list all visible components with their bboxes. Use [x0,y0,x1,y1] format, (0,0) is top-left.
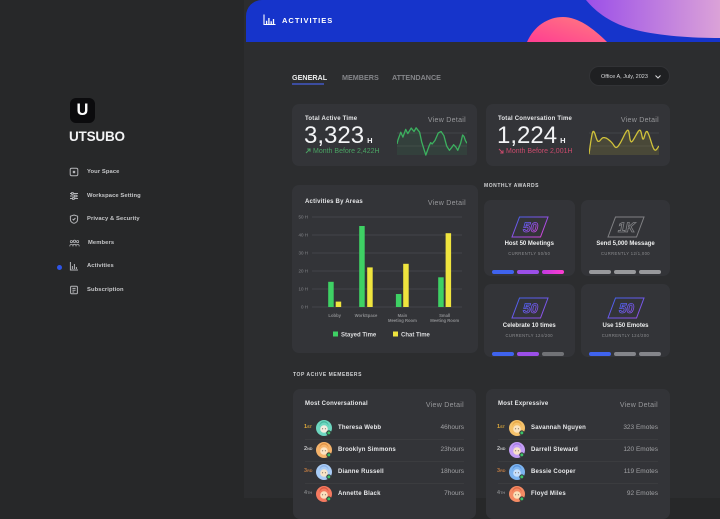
svg-text:Main: Main [398,313,408,318]
svg-text:20 H: 20 H [298,269,308,274]
svg-text:50 H: 50 H [298,215,308,220]
svg-text:10 H: 10 H [298,287,308,292]
svg-text:0 H: 0 H [301,305,308,310]
svg-text:Meeting Room: Meeting Room [430,318,459,323]
svg-text:40 H: 40 H [298,233,308,238]
svg-text:Small: Small [439,313,450,318]
svg-text:50: 50 [523,220,539,235]
svg-text:50: 50 [619,301,635,316]
svg-text:Meeting Room: Meeting Room [388,318,417,323]
svg-text:Lobby: Lobby [328,313,341,318]
svg-text:1K: 1K [618,220,637,235]
svg-text:Stayed Time: Stayed Time [341,332,377,338]
svg-text:30 H: 30 H [298,251,308,256]
svg-text:50: 50 [523,301,539,316]
svg-text:Chat Time: Chat Time [401,332,431,338]
svg-text:WorkSpace: WorkSpace [355,313,378,318]
